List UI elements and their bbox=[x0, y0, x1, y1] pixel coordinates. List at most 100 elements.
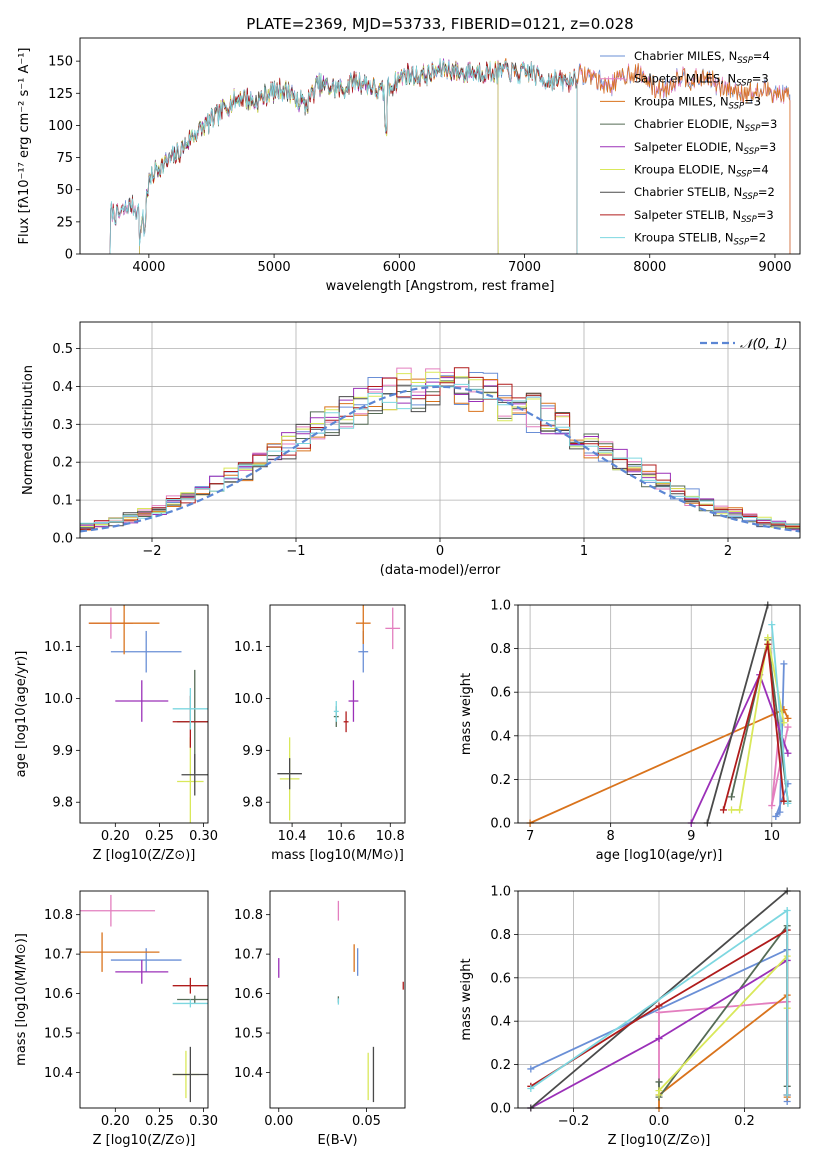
z-vs-mass-panel: 0.20 0.25 0.30 10.4 10.5 10.6 10.7 10.8 Z [log10… bbox=[14, 890, 218, 1148]
weight-marker bbox=[784, 714, 792, 722]
y-tick-label: 10.0 bbox=[44, 692, 73, 707]
plot-frame bbox=[79, 321, 801, 539]
weight-marker bbox=[736, 806, 744, 814]
weight-marker bbox=[728, 806, 736, 814]
spectrum-line bbox=[109, 59, 791, 254]
weight-series bbox=[658, 953, 789, 1095]
y-tick-label: 10.4 bbox=[234, 1066, 263, 1081]
x-tick-label: −0.2 bbox=[558, 1114, 590, 1129]
x-tick-label: 10.6 bbox=[327, 829, 356, 844]
y-axis-label: Flux [fλ10⁻¹⁷ erg cm⁻² s⁻¹ A⁻¹] bbox=[17, 48, 32, 245]
x-tick-label: 10.8 bbox=[376, 829, 405, 844]
x-axis-label: (data-model)/error bbox=[380, 563, 501, 578]
y-tick-label: 0.6 bbox=[490, 971, 511, 986]
plot-frame bbox=[79, 890, 209, 1109]
y-tick-label: 0.2 bbox=[490, 773, 511, 788]
y-tick-label: 10.4 bbox=[44, 1066, 73, 1081]
weight-marker bbox=[784, 749, 792, 757]
y-axis-label: mass [log10(M/M⊙)] bbox=[14, 933, 29, 1066]
spectrum-line bbox=[109, 58, 578, 254]
y-tick-label: 125 bbox=[48, 87, 73, 102]
legend-label: Salpeter STELIB, NSSP=3 bbox=[634, 208, 774, 225]
x-tick-label: 4000 bbox=[132, 260, 165, 275]
x-tick-label: 0.20 bbox=[101, 1114, 130, 1129]
y-tick-label: 0.4 bbox=[490, 729, 511, 744]
legend-label: Salpeter MILES, NSSP=3 bbox=[634, 72, 769, 89]
y-tick-label: 10.6 bbox=[44, 987, 73, 1002]
residuals-panel: −2 −1 0 1 2 0.0 0.1 0.2 0.3 0.4 0.5 (data-model)/er… bbox=[21, 321, 801, 578]
histogram-series bbox=[80, 384, 800, 530]
y-tick-label: 10.7 bbox=[44, 948, 73, 963]
x-axis-label: Z [log10(Z/Z⊙)] bbox=[93, 1133, 196, 1148]
x-tick-label: 9000 bbox=[758, 260, 791, 275]
plot-frame bbox=[269, 604, 406, 824]
weight-marker bbox=[783, 907, 791, 915]
weight-marker bbox=[655, 1087, 663, 1095]
x-tick-label: 0.30 bbox=[189, 1114, 218, 1129]
plot-frame bbox=[79, 37, 801, 255]
x-tick-label: 8000 bbox=[633, 260, 666, 275]
y-tick-label: 0.8 bbox=[490, 928, 511, 943]
y-tick-label: 25 bbox=[56, 215, 73, 230]
x-tick-label: 5000 bbox=[258, 260, 291, 275]
x-tick-label: 0 bbox=[436, 544, 444, 559]
weight-marker bbox=[768, 621, 776, 629]
weight-marker bbox=[780, 797, 788, 805]
x-tick-label: 7 bbox=[526, 829, 534, 844]
weight-marker bbox=[772, 812, 780, 820]
plot-frame bbox=[269, 890, 406, 1109]
x-tick-label: 2 bbox=[724, 544, 732, 559]
legend-label: Salpeter ELODIE, NSSP=3 bbox=[634, 140, 776, 157]
spectrum-line bbox=[139, 57, 791, 254]
weight-series bbox=[770, 624, 789, 804]
x-tick-label: 0.05 bbox=[352, 1114, 381, 1129]
y-tick-label: 0.3 bbox=[52, 418, 73, 433]
legend-label: Chabrier MILES, NSSP=4 bbox=[634, 49, 770, 66]
weight-marker bbox=[780, 719, 788, 727]
y-tick-label: 75 bbox=[56, 151, 73, 166]
legend-label: Chabrier ELODIE, NSSP=3 bbox=[634, 117, 777, 134]
y-tick-label: 10.7 bbox=[234, 948, 263, 963]
x-tick-label: 0.25 bbox=[145, 829, 174, 844]
weight-marker bbox=[784, 799, 792, 807]
ebv-vs-mass-panel: 0.00 0.05 10.4 10.5 10.6 10.7 10.8 E(B-V) bbox=[234, 890, 406, 1148]
weight-marker bbox=[655, 1002, 663, 1010]
weight-marker bbox=[527, 1065, 535, 1073]
y-tick-label: 10.6 bbox=[234, 987, 263, 1002]
x-tick-label: −1 bbox=[286, 544, 305, 559]
y-tick-label: 0.4 bbox=[52, 380, 73, 395]
age-vs-weight-panel: 7 8 9 10 0.0 0.2 0.4 0.6 0.8 1.0 age [log10(age/yr… bbox=[459, 599, 801, 863]
y-tick-label: 0.4 bbox=[490, 1015, 511, 1030]
legend-label: Kroupa ELODIE, NSSP=4 bbox=[634, 163, 769, 180]
spectrum-panel: 4000 5000 6000 7000 8000 9000 0 25 50 75 100 125 150… bbox=[17, 37, 801, 294]
y-tick-label: 9.9 bbox=[242, 744, 263, 759]
spectrum-line bbox=[109, 58, 791, 254]
weight-marker bbox=[783, 1091, 791, 1099]
y-axis-label: mass weight bbox=[459, 958, 474, 1040]
y-tick-label: 9.8 bbox=[52, 796, 73, 811]
figure-title: PLATE=2369, MJD=53733, FIBERID=0121, z=0… bbox=[246, 15, 633, 33]
weight-marker bbox=[776, 808, 784, 816]
y-tick-label: 1.0 bbox=[490, 885, 511, 900]
weight-marker bbox=[764, 640, 772, 648]
y-tick-label: 10.1 bbox=[234, 640, 263, 655]
normal-curve bbox=[80, 385, 800, 533]
y-tick-label: 50 bbox=[56, 183, 73, 198]
x-tick-label: −2 bbox=[142, 544, 161, 559]
y-tick-label: 0.0 bbox=[490, 817, 511, 832]
weight-marker bbox=[784, 723, 792, 731]
y-tick-label: 0.5 bbox=[52, 342, 73, 357]
weight-marker bbox=[768, 802, 776, 810]
y-tick-label: 0.8 bbox=[490, 642, 511, 657]
x-tick-label: 0.20 bbox=[101, 829, 130, 844]
x-tick-label: 0.25 bbox=[145, 1114, 174, 1129]
weight-lines bbox=[526, 601, 792, 827]
weight-series bbox=[529, 708, 789, 824]
spectrum-line bbox=[139, 58, 499, 254]
y-tick-label: 0.2 bbox=[490, 1058, 511, 1073]
plot-frame bbox=[517, 890, 801, 1109]
y-tick-label: 0.0 bbox=[490, 1102, 511, 1117]
x-tick-label: 8 bbox=[607, 829, 615, 844]
x-tick-label: 10 bbox=[764, 829, 781, 844]
legend-label: Kroupa STELIB, NSSP=2 bbox=[634, 231, 766, 248]
